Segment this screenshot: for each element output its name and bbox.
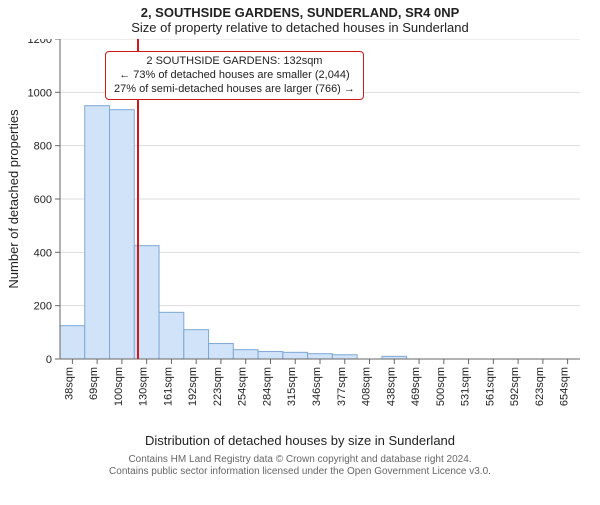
svg-text:531sqm: 531sqm bbox=[460, 367, 472, 406]
svg-text:623sqm: 623sqm bbox=[534, 367, 546, 406]
svg-text:100sqm: 100sqm bbox=[113, 367, 125, 406]
svg-text:161sqm: 161sqm bbox=[162, 367, 174, 406]
svg-text:800: 800 bbox=[34, 141, 52, 153]
svg-text:254sqm: 254sqm bbox=[237, 367, 249, 406]
svg-text:130sqm: 130sqm bbox=[138, 367, 150, 406]
svg-text:346sqm: 346sqm bbox=[311, 367, 323, 406]
annotation-line-3: 27% of semi-detached houses are larger (… bbox=[114, 83, 355, 97]
svg-text:600: 600 bbox=[34, 194, 52, 206]
svg-text:592sqm: 592sqm bbox=[509, 367, 521, 406]
footer-line-1: Contains HM Land Registry data © Crown c… bbox=[0, 454, 600, 466]
svg-text:315sqm: 315sqm bbox=[286, 367, 298, 406]
svg-text:1200: 1200 bbox=[28, 39, 52, 46]
property-annotation: 2 SOUTHSIDE GARDENS: 132sqm ← 73% of det… bbox=[105, 51, 364, 100]
svg-text:223sqm: 223sqm bbox=[212, 367, 224, 406]
svg-text:38sqm: 38sqm bbox=[63, 367, 75, 400]
svg-text:500sqm: 500sqm bbox=[435, 367, 447, 406]
svg-text:469sqm: 469sqm bbox=[410, 367, 422, 406]
chart-container: 2, SOUTHSIDE GARDENS, SUNDERLAND, SR4 0N… bbox=[0, 5, 600, 505]
svg-text:Number of detached properties: Number of detached properties bbox=[6, 109, 21, 289]
svg-text:200: 200 bbox=[34, 301, 52, 313]
svg-text:1000: 1000 bbox=[28, 87, 52, 99]
svg-text:408sqm: 408sqm bbox=[361, 367, 373, 406]
annotation-line-2: ← 73% of detached houses are smaller (2,… bbox=[114, 69, 355, 83]
chart-title: 2, SOUTHSIDE GARDENS, SUNDERLAND, SR4 0N… bbox=[0, 5, 600, 20]
annotation-line-1: 2 SOUTHSIDE GARDENS: 132sqm bbox=[114, 55, 355, 69]
svg-text:192sqm: 192sqm bbox=[187, 367, 199, 406]
svg-text:561sqm: 561sqm bbox=[484, 367, 496, 406]
footer-line-2: Contains public sector information licen… bbox=[0, 466, 600, 478]
svg-text:284sqm: 284sqm bbox=[261, 367, 273, 406]
svg-text:438sqm: 438sqm bbox=[385, 367, 397, 406]
svg-text:400: 400 bbox=[34, 247, 52, 259]
svg-text:0: 0 bbox=[46, 354, 52, 366]
chart-footer: Contains HM Land Registry data © Crown c… bbox=[0, 454, 600, 477]
svg-text:377sqm: 377sqm bbox=[336, 367, 348, 406]
svg-text:654sqm: 654sqm bbox=[559, 367, 571, 406]
svg-text:69sqm: 69sqm bbox=[88, 367, 100, 400]
chart-subtitle: Size of property relative to detached ho… bbox=[0, 20, 600, 35]
x-axis-label: Distribution of detached houses by size … bbox=[0, 433, 600, 448]
